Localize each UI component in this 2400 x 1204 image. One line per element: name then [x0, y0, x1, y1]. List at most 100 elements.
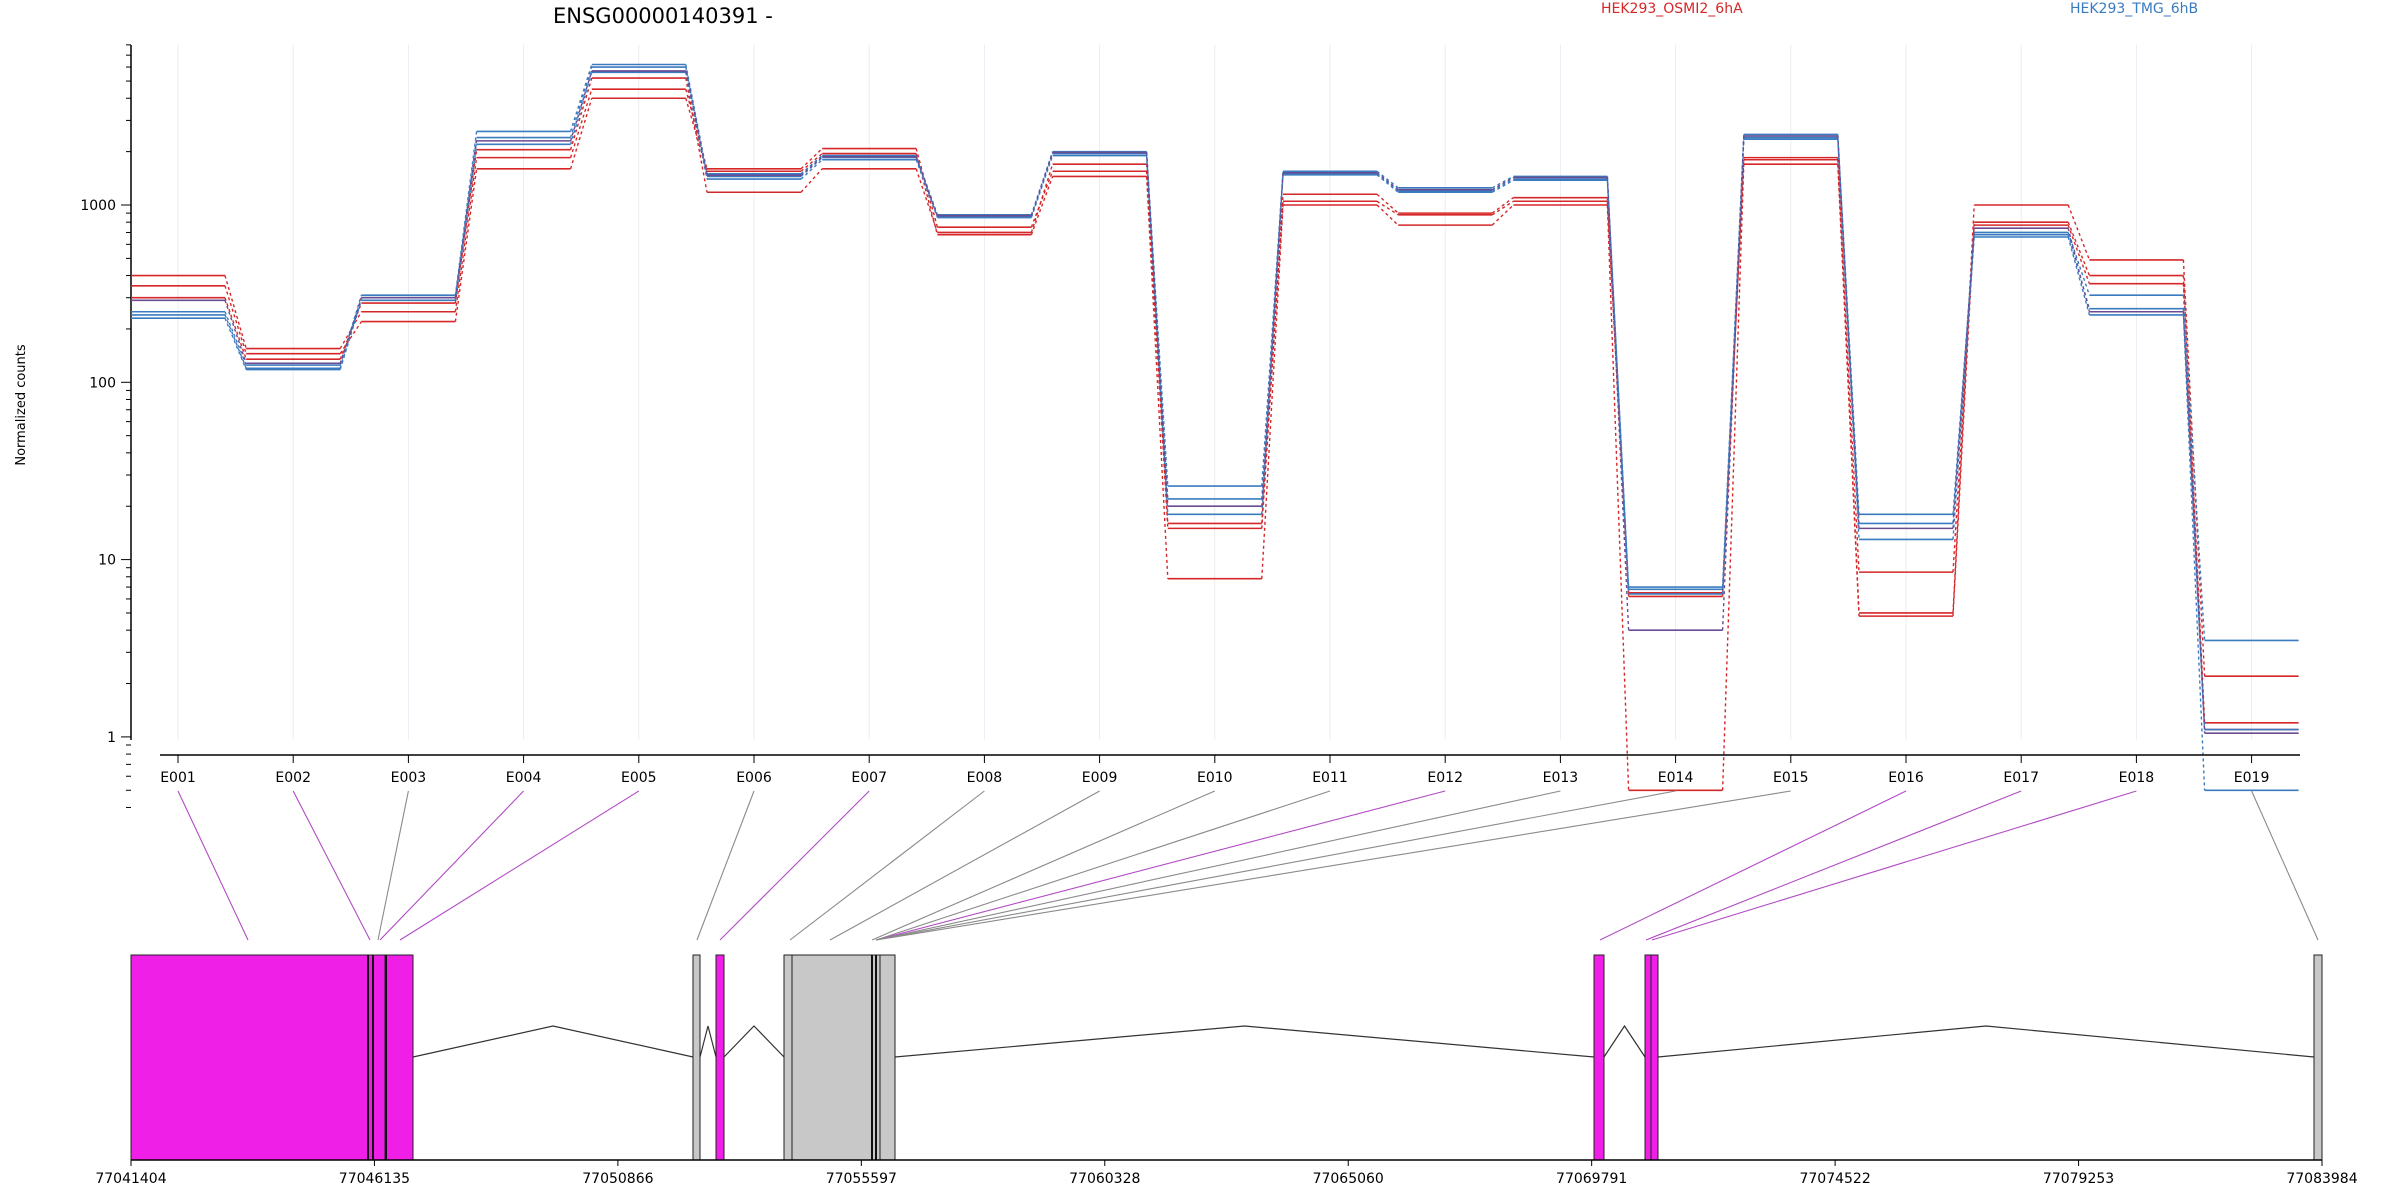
- series-transition: [2182, 259, 2206, 677]
- exon-block-11: [1650, 954, 1659, 1161]
- connector-e005: [399, 790, 640, 941]
- series-transition: [224, 311, 247, 366]
- series-transition: [915, 156, 939, 216]
- series-transition: [800, 153, 823, 172]
- x-tick-label-e004: E004: [506, 770, 542, 786]
- exon-block-6: [791, 954, 873, 1161]
- genome-tick-label: 77079253: [2043, 1171, 2114, 1187]
- y-axis-label: Normalized counts: [14, 344, 29, 466]
- series-transition: [800, 155, 823, 175]
- series-transition: [800, 168, 823, 193]
- series-transition: [2067, 224, 2091, 284]
- gene-model: [130, 954, 2323, 1161]
- intron-5: [1657, 1025, 2315, 1058]
- genome-tick-label: 77065060: [1313, 1171, 1384, 1187]
- series-6: [131, 70, 2299, 734]
- connector-e007: [719, 790, 870, 941]
- series-transition: [1261, 204, 1284, 579]
- series-transition: [1376, 200, 1399, 216]
- series-transition: [1491, 179, 1514, 193]
- series-transition: [1376, 173, 1399, 192]
- genome-tick-label: 77055597: [826, 1171, 897, 1187]
- connector-e001: [177, 790, 249, 941]
- series-transition: [1261, 172, 1284, 507]
- genome-tick-label: 77083984: [2286, 1171, 2357, 1187]
- exon-block-9: [1593, 954, 1605, 1161]
- genome-tick-label: 77074522: [1799, 1171, 1870, 1187]
- exon-block-last: [2313, 954, 2323, 1161]
- series-transition: [2067, 204, 2091, 261]
- series-transition: [1376, 204, 1399, 226]
- legend-entry-tmg: HEK293_TMG_6hB: [2070, 1, 2198, 17]
- series-transition: [569, 98, 593, 170]
- series-1: [131, 97, 2299, 792]
- series-transition: [2182, 314, 2206, 791]
- x-tick-label-e008: E008: [967, 770, 1003, 786]
- series-transition: [1145, 171, 1169, 524]
- series-transition: [1145, 176, 1169, 579]
- x-tick-label-e016: E016: [1888, 770, 1924, 786]
- connector-e002: [292, 790, 371, 941]
- series-transition: [1376, 193, 1399, 214]
- genome-axis: 77041404 77046135 77050866 77055597 77060328…: [95, 1159, 2358, 1187]
- series-transition: [800, 156, 823, 176]
- series-transition: [2067, 236, 2091, 316]
- connector-e017: [1645, 790, 2022, 941]
- y-tick-label: 10: [98, 553, 116, 569]
- intron-2: [723, 1025, 785, 1058]
- series-transition: [2182, 311, 2206, 734]
- connector-e019: [2251, 790, 2319, 941]
- connector-e009: [829, 790, 1100, 941]
- series-transition: [1030, 171, 1054, 228]
- series-transition: [454, 144, 478, 301]
- x-tick-label-e017: E017: [2003, 770, 2039, 786]
- series-transition: [454, 140, 478, 298]
- series-transition: [1491, 200, 1514, 216]
- x-tick-label-e015: E015: [1773, 770, 1809, 786]
- connector-e013: [875, 790, 1561, 941]
- series-transition: [1491, 204, 1514, 226]
- series-transition: [1491, 175, 1514, 189]
- series-transition: [1261, 201, 1284, 529]
- genome-tick-label: 77050866: [582, 1171, 653, 1187]
- x-tick-label-e011: E011: [1312, 770, 1348, 786]
- x-tick-label-e019: E019: [2234, 770, 2270, 786]
- series-transition: [224, 275, 247, 349]
- series-transition: [685, 77, 708, 193]
- intron-1: [699, 1025, 717, 1058]
- series-transition: [800, 159, 823, 180]
- series-transition: [1145, 152, 1169, 507]
- connector-layer: [177, 790, 2319, 941]
- series-transition: [224, 297, 247, 360]
- series-transition: [1491, 176, 1514, 191]
- series-transition: [915, 159, 939, 218]
- exon-block-5: [783, 954, 793, 1161]
- series-transition: [224, 300, 247, 364]
- x-tick-label-e007: E007: [851, 770, 887, 786]
- exon-block-4: [715, 954, 725, 1161]
- series-transition: [1952, 228, 1975, 529]
- series-transition: [800, 157, 823, 177]
- legend-entry-osmi2: HEK293_OSMI2_6hA: [1601, 1, 1743, 17]
- series-transition: [454, 157, 478, 312]
- series-transition: [1030, 155, 1054, 218]
- series-transition: [685, 98, 708, 172]
- connector-e014: [875, 790, 1676, 941]
- x-tick-label-e013: E013: [1543, 770, 1579, 786]
- series-transition: [1491, 197, 1514, 214]
- series-transition: [339, 300, 363, 370]
- connector-e018: [1651, 790, 2137, 941]
- genome-tick-label: 77069791: [1556, 1171, 1627, 1187]
- x-tick-label-e012: E012: [1427, 770, 1463, 786]
- series-transition: [1721, 164, 1745, 791]
- series-transition: [454, 168, 478, 322]
- exon-block-1: [367, 954, 387, 1161]
- series-transition: [1837, 139, 1860, 540]
- connector-e016: [1599, 790, 1907, 941]
- connector-e010: [871, 790, 1216, 941]
- intron-3: [894, 1025, 1595, 1058]
- series-transition: [569, 77, 593, 150]
- exon-block-3: [692, 954, 701, 1161]
- y-tick-label: 100: [89, 375, 116, 391]
